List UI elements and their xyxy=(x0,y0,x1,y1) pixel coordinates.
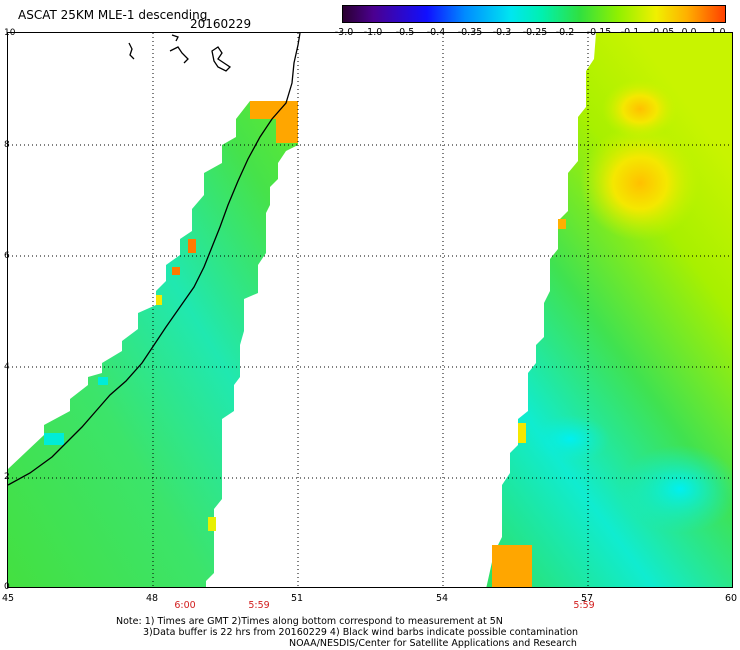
x-tick-label: 60 xyxy=(724,593,738,604)
hot-pixel xyxy=(188,239,196,253)
island xyxy=(128,42,135,60)
hot-pixel xyxy=(172,267,180,275)
x-tick-label: 57 xyxy=(580,593,594,604)
y-tick-label: 8 xyxy=(4,140,10,150)
pass-time-label: 5:59 xyxy=(573,600,595,611)
x-tick-label: 51 xyxy=(290,593,304,604)
pass-time-label: 5:59 xyxy=(248,600,270,611)
island xyxy=(171,34,179,42)
left-swath xyxy=(8,101,298,587)
y-tick-label: 6 xyxy=(4,251,10,261)
hot-pixel xyxy=(558,219,566,229)
hot-pixel xyxy=(208,517,216,531)
y-tick-label: 10 xyxy=(4,28,16,38)
cyan-pixel xyxy=(98,377,108,385)
hot-pixel xyxy=(492,545,532,587)
cyan-pixel xyxy=(44,433,64,445)
product-date: 20160229 xyxy=(190,17,252,31)
hot-pixel xyxy=(156,295,162,305)
color-scale-bar xyxy=(342,5,726,23)
island xyxy=(169,46,189,64)
pass-time-label: 6:00 xyxy=(174,600,196,611)
cyan-anomaly xyxy=(620,445,732,533)
note-line-3: NOAA/NESDIS/Center for Satellite Applica… xyxy=(289,638,577,649)
hot-pixel xyxy=(518,423,526,443)
coastline xyxy=(8,33,301,486)
product-title: ASCAT 25KM MLE-1 descending xyxy=(18,8,208,22)
grid-lines xyxy=(8,33,732,587)
yellow-anomaly xyxy=(580,125,700,241)
map-plot-area xyxy=(7,32,733,588)
note-line-2: 3)Data buffer is 22 hrs from 20160229 4)… xyxy=(143,627,579,638)
y-tick-label: 2 xyxy=(4,472,10,482)
island xyxy=(211,46,232,72)
hot-pixel xyxy=(276,119,298,143)
hot-pixel xyxy=(250,101,298,119)
x-tick-label: 45 xyxy=(1,593,15,604)
map-canvas xyxy=(8,33,732,587)
x-tick-label: 48 xyxy=(145,593,159,604)
x-tick-label: 54 xyxy=(435,593,449,604)
y-tick-label: 0 xyxy=(4,582,10,592)
yellow-anomaly xyxy=(602,79,678,139)
cyan-anomaly xyxy=(530,415,610,463)
note-line-1: Note: 1) Times are GMT 2)Times along bot… xyxy=(116,616,503,627)
y-tick-label: 4 xyxy=(4,362,10,372)
